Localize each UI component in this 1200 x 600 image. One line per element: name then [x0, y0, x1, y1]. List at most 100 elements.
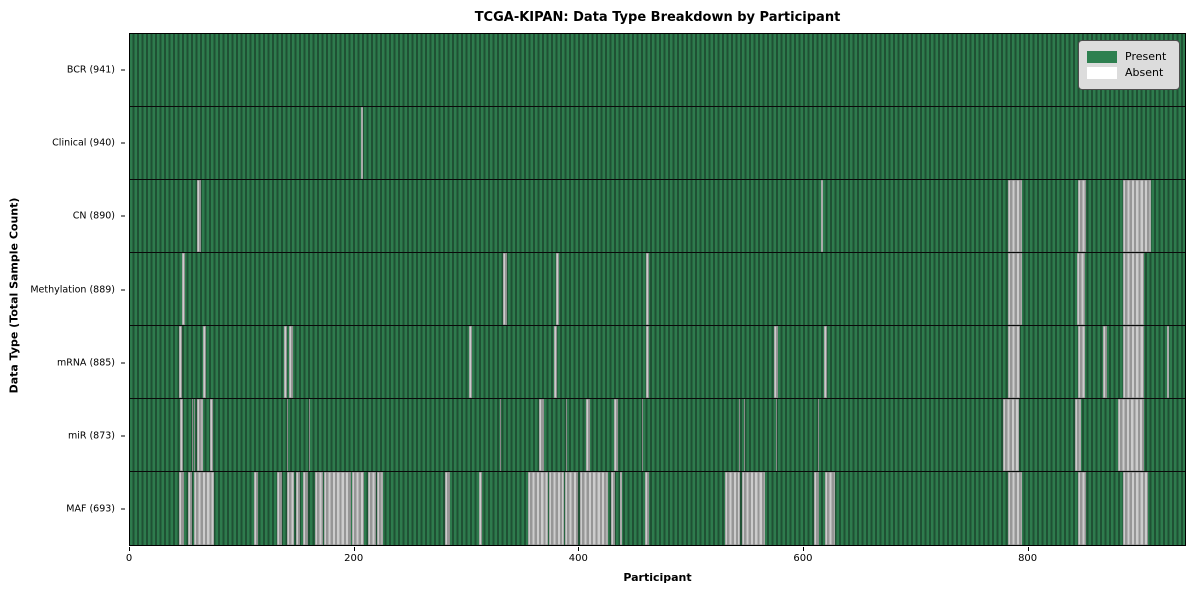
absent-segment	[1117, 399, 1144, 471]
absent-segment	[556, 253, 560, 325]
absent-segment	[323, 472, 351, 545]
legend-absent-label: Absent	[1125, 66, 1164, 79]
absent-segment	[181, 253, 185, 325]
y-tick-label: CN (890)	[72, 210, 115, 222]
absent-segment	[1077, 253, 1086, 325]
absent-segment	[191, 399, 193, 471]
x-axis-title: Participant	[623, 571, 692, 584]
y-axis-labels: BCR (941) Clinical (940) CN (890) Methylati…	[0, 33, 125, 546]
absent-segment	[478, 472, 483, 545]
x-tick-label: 400	[568, 553, 588, 564]
absent-segment	[642, 399, 644, 471]
absent-segment	[309, 399, 311, 471]
legend: Present Absent	[1078, 40, 1180, 90]
absent-segment	[351, 472, 365, 545]
absent-segment	[586, 399, 590, 471]
absent-segment	[179, 326, 182, 398]
plot-area	[129, 33, 1186, 546]
legend-present-label: Present	[1125, 50, 1167, 63]
x-tick-mark	[1027, 547, 1029, 551]
y-tick-mark	[121, 435, 125, 437]
row-mrna	[130, 326, 1185, 399]
row-mir	[130, 399, 1185, 472]
legend-item-absent: Absent	[1087, 66, 1171, 79]
absent-segment	[1167, 326, 1170, 398]
absent-segment	[295, 472, 301, 545]
y-tick-mark	[121, 508, 125, 510]
y-tick-mark	[121, 362, 125, 364]
absent-segment	[565, 472, 579, 545]
absent-segment	[302, 472, 309, 545]
y-tick-label: Methylation (889)	[30, 284, 115, 295]
absent-segment	[820, 180, 823, 252]
absent-segment	[1007, 253, 1023, 325]
absent-segment	[209, 399, 213, 471]
absent-segment	[289, 326, 293, 398]
present-swatch-icon	[1087, 50, 1117, 63]
absent-segment	[202, 326, 207, 398]
absent-segment	[1123, 253, 1144, 325]
y-tick-label: miR (873)	[67, 430, 115, 442]
absent-segment	[468, 326, 472, 398]
absent-segment	[742, 472, 765, 545]
y-tick-mark	[121, 69, 125, 71]
absent-segment	[1003, 399, 1020, 471]
absent-segment	[825, 472, 836, 545]
y-tick-label: BCR (941)	[66, 64, 115, 76]
absent-segment	[539, 399, 544, 471]
absent-segment	[818, 399, 820, 471]
x-tick-mark	[802, 547, 804, 551]
y-tick-mark	[121, 215, 125, 217]
absent-segment	[773, 326, 779, 398]
absent-segment	[553, 326, 558, 398]
absent-segment	[376, 472, 384, 545]
row-maf	[130, 472, 1185, 545]
absent-segment	[1075, 399, 1081, 471]
absent-segment	[645, 253, 650, 325]
x-axis: 0 200 400 600 800	[125, 546, 1186, 586]
absent-segment	[286, 399, 289, 471]
absent-segment	[499, 399, 502, 471]
x-tick-label: 800	[1018, 553, 1038, 564]
absent-segment	[254, 472, 258, 545]
absent-segment	[193, 472, 215, 545]
absent-segment	[314, 472, 323, 545]
absent-segment	[1103, 326, 1107, 398]
absent-segment	[286, 472, 294, 545]
x-tick-label: 0	[125, 553, 133, 564]
row-bcr	[130, 34, 1185, 107]
absent-segment	[744, 399, 746, 471]
row-clinical	[130, 107, 1185, 180]
y-tick-mark	[121, 289, 125, 290]
absent-segment	[738, 399, 740, 471]
absent-segment	[1123, 472, 1148, 545]
absent-swatch-icon	[1087, 66, 1117, 79]
x-tick-label: 600	[793, 553, 813, 564]
absent-segment	[725, 472, 740, 545]
absent-segment	[1007, 326, 1021, 398]
absent-segment	[367, 472, 376, 545]
absent-segment	[1078, 472, 1087, 545]
y-tick-label: mRNA (885)	[56, 357, 115, 369]
absent-segment	[283, 326, 287, 398]
y-tick-mark	[121, 142, 125, 144]
absent-segment	[645, 326, 650, 398]
y-axis-title-text: Data Type (Total Sample Count)	[7, 197, 21, 394]
row-cn	[130, 180, 1185, 253]
x-tick-mark	[129, 547, 130, 551]
absent-segment	[813, 472, 820, 545]
absent-segment	[445, 472, 450, 545]
absent-segment	[180, 399, 183, 471]
absent-segment	[528, 472, 549, 545]
absent-segment	[188, 472, 192, 545]
absent-segment	[1078, 326, 1086, 398]
y-axis-title: Data Type (Total Sample Count)	[8, 100, 21, 394]
absent-segment	[197, 180, 201, 252]
absent-segment	[1007, 472, 1023, 545]
x-tick-label: 200	[344, 553, 364, 564]
x-tick-mark	[353, 547, 355, 551]
absent-segment	[503, 253, 507, 325]
absent-segment	[619, 472, 623, 545]
absent-segment	[775, 399, 777, 471]
